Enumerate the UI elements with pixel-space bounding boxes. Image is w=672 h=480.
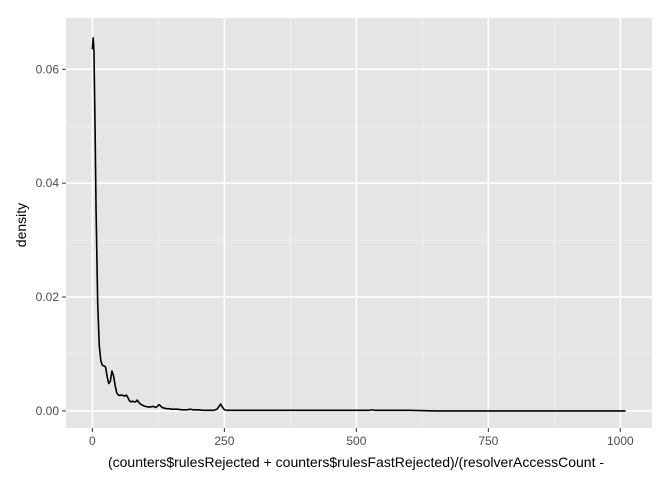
x-tick-label: 0: [89, 434, 96, 448]
y-axis-title: density: [13, 203, 29, 247]
x-axis-title: (counters$rulesRejected + counters$rules…: [108, 454, 604, 470]
y-tick-label: 0.02: [36, 290, 60, 304]
minor-gridlines: [66, 18, 652, 428]
x-tick-label: 500: [346, 434, 366, 448]
x-tick-label: 250: [214, 434, 234, 448]
x-tick-label: 1000: [607, 434, 634, 448]
plot-panel: [66, 18, 652, 428]
density-line: [91, 37, 626, 412]
x-tick-label: 750: [478, 434, 498, 448]
y-tick-label: 0.00: [36, 404, 60, 418]
y-axis: 0.00 0.02 0.04 0.06: [36, 62, 66, 418]
y-tick-label: 0.06: [36, 62, 60, 76]
x-axis: 0 250 500 750 1000: [89, 428, 634, 448]
y-tick-label: 0.04: [36, 176, 60, 190]
